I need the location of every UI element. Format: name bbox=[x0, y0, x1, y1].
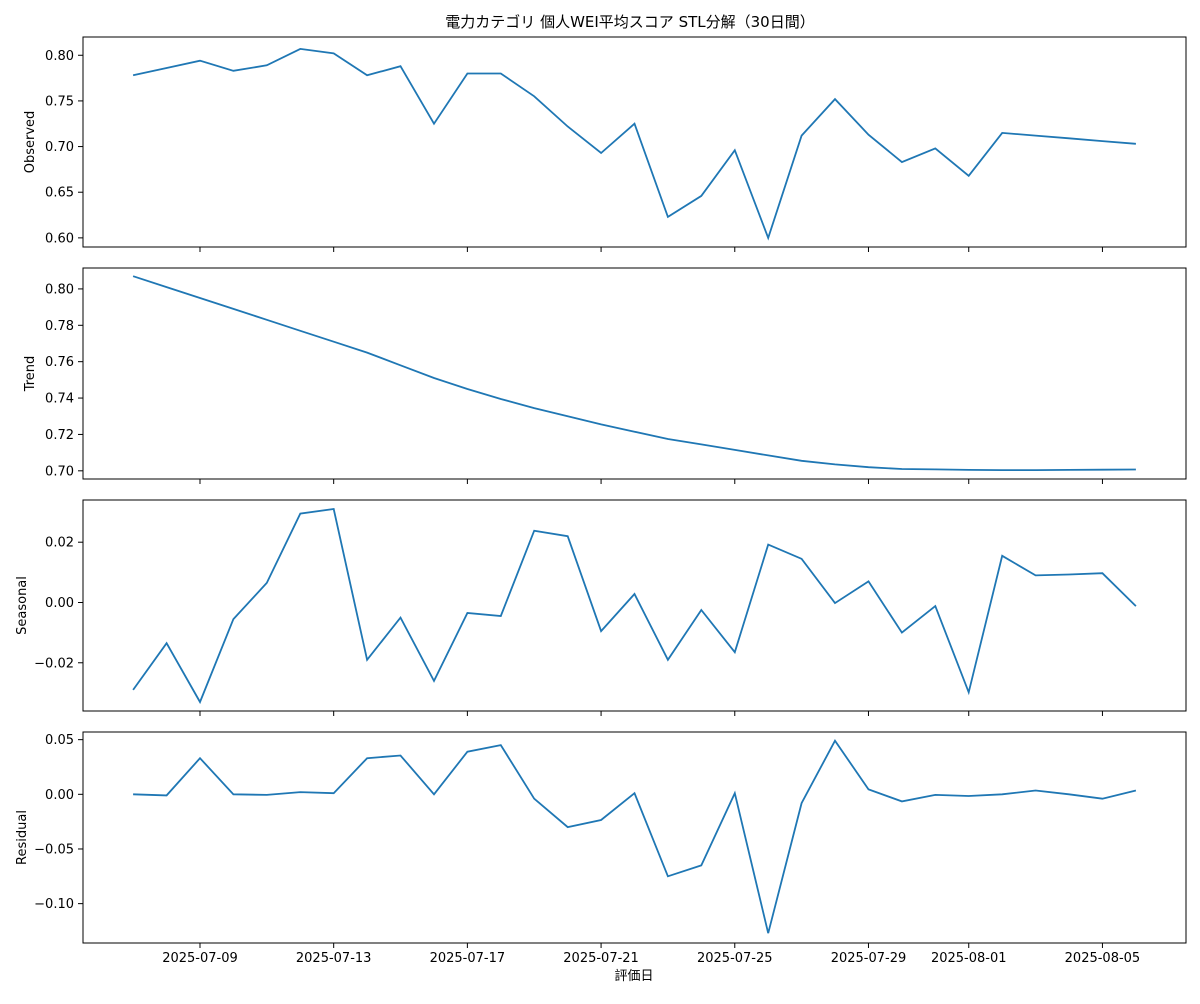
plot-frame bbox=[82, 267, 1187, 480]
y-tick-label: 0.75 bbox=[45, 94, 74, 109]
panel-trend: 0.70 0.72 0.74 0.76 0.78 0.80 Trend bbox=[23, 267, 1187, 484]
y-axis-label: Observed bbox=[23, 111, 38, 174]
series-line-seasonal bbox=[132, 507, 1137, 705]
y-tick-label: 0.76 bbox=[45, 355, 74, 370]
y-tick-label: 0.72 bbox=[45, 428, 74, 443]
y-axis-label: Trend bbox=[23, 356, 38, 393]
x-tick-label: 2025-07-17 bbox=[430, 951, 506, 966]
panel-observed: 0.60 0.65 0.70 0.75 0.80 Observed bbox=[23, 36, 1187, 252]
plot-frame bbox=[82, 731, 1187, 944]
y-tick-label: 0.80 bbox=[45, 49, 74, 64]
x-tick-label: 2025-07-13 bbox=[296, 951, 372, 966]
y-tick-label: 0.78 bbox=[45, 319, 74, 334]
y-tick-label: 0.02 bbox=[45, 536, 74, 551]
y-axis-label: Residual bbox=[15, 810, 30, 865]
y-tick-label: −0.10 bbox=[34, 897, 74, 912]
y-axis-label: Seasonal bbox=[15, 576, 30, 635]
y-tick-label: 0.70 bbox=[45, 140, 74, 155]
x-axis-label: 評価日 bbox=[614, 969, 653, 984]
y-tick-label: 0.80 bbox=[45, 282, 74, 297]
x-tick-label: 2025-08-01 bbox=[931, 951, 1007, 966]
x-tick-label: 2025-07-21 bbox=[563, 951, 639, 966]
y-tick-label: 0.74 bbox=[45, 392, 74, 407]
y-tick-label: −0.02 bbox=[34, 656, 74, 671]
chart-title: 電力カテゴリ 個人WEI平均スコア STL分解（30日間） bbox=[445, 13, 814, 31]
series-line-trend bbox=[132, 275, 1136, 472]
y-tick-label: −0.05 bbox=[34, 842, 74, 857]
x-tick-label: 2025-08-05 bbox=[1065, 951, 1141, 966]
y-tick-label: 0.70 bbox=[45, 464, 74, 479]
y-tick-label: 0.00 bbox=[45, 788, 74, 803]
plot-frame bbox=[82, 499, 1187, 712]
x-tick-label: 2025-07-29 bbox=[831, 951, 907, 966]
y-tick-label: 0.60 bbox=[45, 231, 74, 246]
plot-frame bbox=[82, 36, 1187, 248]
series-line-observed bbox=[132, 47, 1136, 241]
y-tick-label: 0.05 bbox=[45, 733, 74, 748]
y-tick-label: 0.00 bbox=[45, 596, 74, 611]
x-tick-label: 2025-07-25 bbox=[697, 951, 773, 966]
series-line-residual bbox=[133, 738, 1137, 934]
panel-residual: −0.10 −0.05 0.00 0.05 2025-07-09 2025-07-13 20… bbox=[15, 731, 1187, 966]
panel-seasonal: −0.02 0.00 0.02 Seasonal bbox=[15, 499, 1187, 716]
x-tick-label: 2025-07-09 bbox=[162, 951, 238, 966]
y-tick-label: 0.65 bbox=[45, 186, 74, 201]
